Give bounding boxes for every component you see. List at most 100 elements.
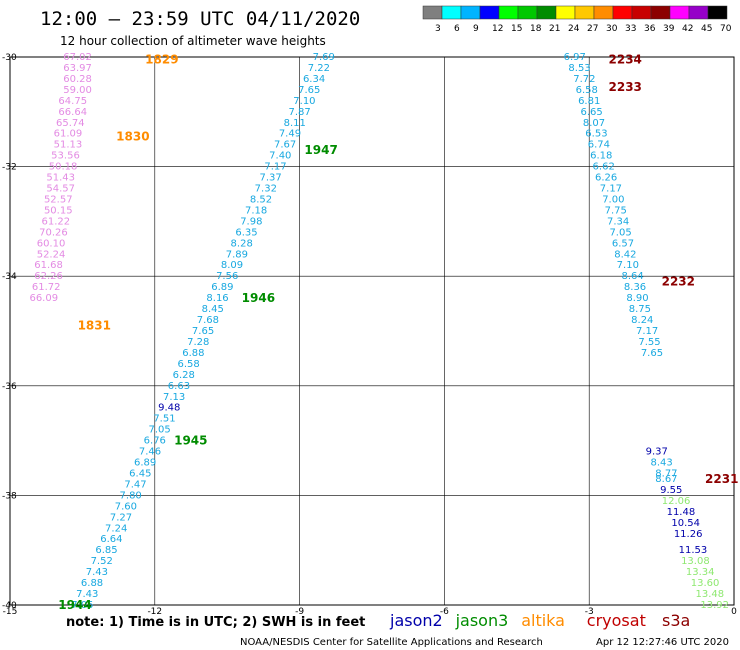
track-1829: 67.0263.9760.2859.0064.7566.6465.7461.09… xyxy=(29,52,91,304)
axis-ticks: -15 -12 -9 -6 -3 0-30-32-34-36-38-40 xyxy=(2,53,737,617)
wave-height-value: 8.09 xyxy=(221,260,243,271)
colorbar-label: 42 xyxy=(682,24,693,34)
wave-height-value: 62.26 xyxy=(34,271,63,282)
track-2234: 6.978.537.726.586.816.658.076.536.746.18… xyxy=(564,52,663,359)
legend-jason2: jason2 xyxy=(389,611,443,630)
wave-height-value: 59.00 xyxy=(63,85,92,96)
wave-height-value: 54.57 xyxy=(46,184,75,195)
wave-height-value: 7.69 xyxy=(313,52,335,63)
wave-height-value: 7.46 xyxy=(139,447,161,458)
colorbar-swatch xyxy=(574,5,595,20)
wave-height-value: 8.77 xyxy=(655,468,677,479)
wave-height-value: 6.88 xyxy=(182,348,204,359)
wave-height-value: 7.43 xyxy=(86,567,108,578)
wave-height-value: 13.34 xyxy=(686,567,715,578)
wave-height-value: 6.58 xyxy=(576,85,598,96)
wave-height-value: 8.11 xyxy=(284,118,306,129)
colorbar-label: 18 xyxy=(530,24,542,34)
wave-height-value: 8.28 xyxy=(231,238,253,249)
wave-height-value: 7.60 xyxy=(115,501,137,512)
wave-height-value: 6.81 xyxy=(578,96,600,107)
colorbar-swatch xyxy=(536,5,557,20)
wave-height-value: 6.53 xyxy=(585,129,607,140)
colorbar-label: 24 xyxy=(568,24,580,34)
pass-label: 1830 xyxy=(116,129,149,143)
wave-height-value: 7.17 xyxy=(264,162,286,173)
wave-height-value: 7.80 xyxy=(120,490,142,501)
colorbar-label: 15 xyxy=(511,24,522,34)
wave-height-value: 7.40 xyxy=(269,151,291,162)
wave-height-value: 7.51 xyxy=(153,414,175,425)
wave-height-value: 9.48 xyxy=(158,403,180,414)
units-note: note: 1) Time is in UTC; 2) SWH is in fe… xyxy=(66,615,365,630)
wave-height-value: 6.76 xyxy=(144,436,166,447)
colorbar-swatch xyxy=(460,5,481,20)
wave-height-value: 7.43 xyxy=(76,589,98,600)
track-1945b: 7.517.056.767.466.896.457.477.807.607.27… xyxy=(71,414,175,611)
wave-height-value: 11.48 xyxy=(667,507,696,518)
wave-height-value: 6.57 xyxy=(612,238,634,249)
wave-height-value: 8.64 xyxy=(622,271,644,282)
wave-height-value: 13.48 xyxy=(696,589,725,600)
wave-height-value: 53.56 xyxy=(51,151,80,162)
colorbar-swatch xyxy=(707,5,728,20)
wave-height-value: 7.34 xyxy=(607,216,629,227)
colorbar-label: 21 xyxy=(549,24,560,34)
footer-credit: NOAA/NESDIS Center for Satellite Applica… xyxy=(240,637,543,648)
legend-s3a: s3a xyxy=(662,611,690,630)
track-2231a: 9.37 xyxy=(646,447,668,458)
wave-height-value: 7.52 xyxy=(91,556,113,567)
track-2231d: 12.06 xyxy=(662,496,691,507)
x-tick-label: -9 xyxy=(295,607,304,617)
wave-height-value: 7.87 xyxy=(288,107,310,118)
wave-height-value: 7.56 xyxy=(216,271,238,282)
wave-height-value: 7.22 xyxy=(308,63,330,74)
pass-label: 1947 xyxy=(304,143,337,157)
wave-height-value: 61.22 xyxy=(42,216,71,227)
wave-height-value: 52.24 xyxy=(37,249,66,260)
colorbar-swatch xyxy=(631,5,652,20)
wave-height-value: 13.08 xyxy=(681,556,710,567)
wave-height-value: 7.10 xyxy=(617,260,639,271)
wave-height-value: 60.28 xyxy=(63,74,92,85)
colorbar-label: 70 xyxy=(720,24,732,34)
wave-height-value: 51.43 xyxy=(46,173,75,184)
legend-cryosat: cryosat xyxy=(587,611,646,630)
plot-frame xyxy=(9,56,735,606)
legend-altika: altika xyxy=(521,611,565,630)
wave-height-value: 8.36 xyxy=(624,282,646,293)
wave-height-value: 7.05 xyxy=(148,425,170,436)
wave-height-value: 13.60 xyxy=(691,578,720,589)
wave-height-value: 7.13 xyxy=(163,392,185,403)
colorbar-swatch xyxy=(441,5,462,20)
pass-label: 1944 xyxy=(58,598,91,612)
wave-height-value: 70.26 xyxy=(39,227,68,238)
wave-height-value: 8.16 xyxy=(206,293,228,304)
track-2231b: 8.438.778.67 xyxy=(650,458,677,485)
y-tick-label: -36 xyxy=(2,382,17,392)
colorbar-label: 45 xyxy=(701,24,712,34)
wave-height-value: 6.18 xyxy=(590,151,612,162)
wave-height-value: 8.24 xyxy=(631,315,653,326)
wave-height-value: 6.62 xyxy=(593,162,615,173)
colorbar-swatch xyxy=(669,5,690,20)
y-tick-label: -32 xyxy=(2,163,17,173)
colorbar-label: 30 xyxy=(606,24,618,34)
colorbar-swatch xyxy=(498,5,519,20)
wave-height-value: 6.64 xyxy=(100,534,122,545)
pass-label: 2231 xyxy=(705,472,738,486)
wave-height-value: 8.43 xyxy=(650,458,672,469)
wave-height-value: 9.55 xyxy=(660,485,682,496)
track-1947: 7.697.226.347.657.107.878.117.497.677.40… xyxy=(163,52,335,403)
wave-height-value: 7.32 xyxy=(255,184,277,195)
wave-height-value: 7.17 xyxy=(636,326,658,337)
wave-height-value: 10.54 xyxy=(671,518,700,529)
x-tick-label: -15 xyxy=(3,607,18,617)
wave-height-value: 7.24 xyxy=(105,523,127,534)
wave-height-value: 61.72 xyxy=(32,282,61,293)
satellite-legend: jason2 jason3 altika cryosat s3a xyxy=(389,611,690,630)
pass-label: 2232 xyxy=(662,275,695,289)
pass-label: 1945 xyxy=(174,434,207,448)
